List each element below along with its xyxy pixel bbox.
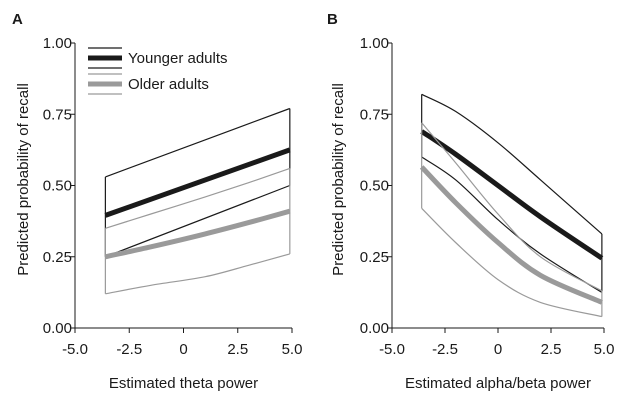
y-axis-label: Predicted probability of recall bbox=[15, 83, 32, 276]
younger-adults-mean-line bbox=[104, 147, 291, 218]
chart-panel-a: A 0.00 0.25 0.50 0.75 1.00 -5.0 -2.5 0 2.5 5.0 Esti… bbox=[12, 11, 302, 392]
legend: Younger adults Older adults bbox=[88, 47, 228, 95]
younger-adults-mean-line bbox=[420, 129, 604, 261]
younger-adults-ci-lower-line bbox=[421, 156, 603, 293]
younger-adults-ci-upper-line bbox=[421, 93, 603, 235]
y-tick-label: 0.50 bbox=[43, 178, 72, 195]
y-tick-label: 0.00 bbox=[360, 320, 389, 337]
x-tick-label: 0 bbox=[179, 341, 187, 358]
y-tick-label: 0.25 bbox=[360, 249, 389, 266]
y-axis-label: Predicted probability of recall bbox=[330, 83, 347, 276]
x-axis-label: Estimated theta power bbox=[109, 375, 258, 392]
older-adults-ci-upper-line bbox=[105, 167, 290, 229]
x-tick-label: -5.0 bbox=[62, 341, 88, 358]
x-tick-label: 5.0 bbox=[594, 341, 615, 358]
legend-label: Older adults bbox=[128, 76, 209, 93]
panel-letter: A bbox=[12, 11, 23, 28]
y-tick-label: 0.75 bbox=[43, 106, 72, 123]
x-tick-label: 2.5 bbox=[227, 341, 248, 358]
x-tick-label: -2.5 bbox=[432, 341, 458, 358]
x-tick-label: 5.0 bbox=[282, 341, 303, 358]
older-adults-mean-line bbox=[419, 165, 603, 305]
panel-letter: B bbox=[327, 11, 338, 28]
older-adults-ci-lower-line bbox=[421, 207, 603, 318]
y-tick-label: 0.00 bbox=[43, 320, 72, 337]
older-adults-mean-line bbox=[104, 208, 291, 260]
older-adults-ci-lower-line bbox=[105, 253, 290, 295]
y-tick-label: 0.75 bbox=[360, 106, 389, 123]
legend-label: Younger adults bbox=[128, 50, 228, 67]
older-adults-ci-upper-line bbox=[421, 122, 603, 292]
younger-adults-ci-lower-line bbox=[105, 184, 291, 258]
x-tick-label: -5.0 bbox=[379, 341, 405, 358]
chart-panel-b: B 0.00 0.25 0.50 0.75 1.00 -5.0 -2.5 0 2.5 5.0Esti… bbox=[327, 11, 614, 392]
x-tick-label: 0 bbox=[494, 341, 502, 358]
younger-adults-ci-upper-line bbox=[105, 107, 291, 178]
y-tick-label: 0.25 bbox=[43, 249, 72, 266]
y-tick-label: 0.50 bbox=[360, 178, 389, 195]
y-tick-label: 1.00 bbox=[43, 35, 72, 52]
x-axis-label: Estimated alpha/beta power bbox=[405, 375, 591, 392]
y-tick-label: 1.00 bbox=[360, 35, 389, 52]
x-tick-label: -2.5 bbox=[116, 341, 142, 358]
x-tick-label: 2.5 bbox=[541, 341, 562, 358]
